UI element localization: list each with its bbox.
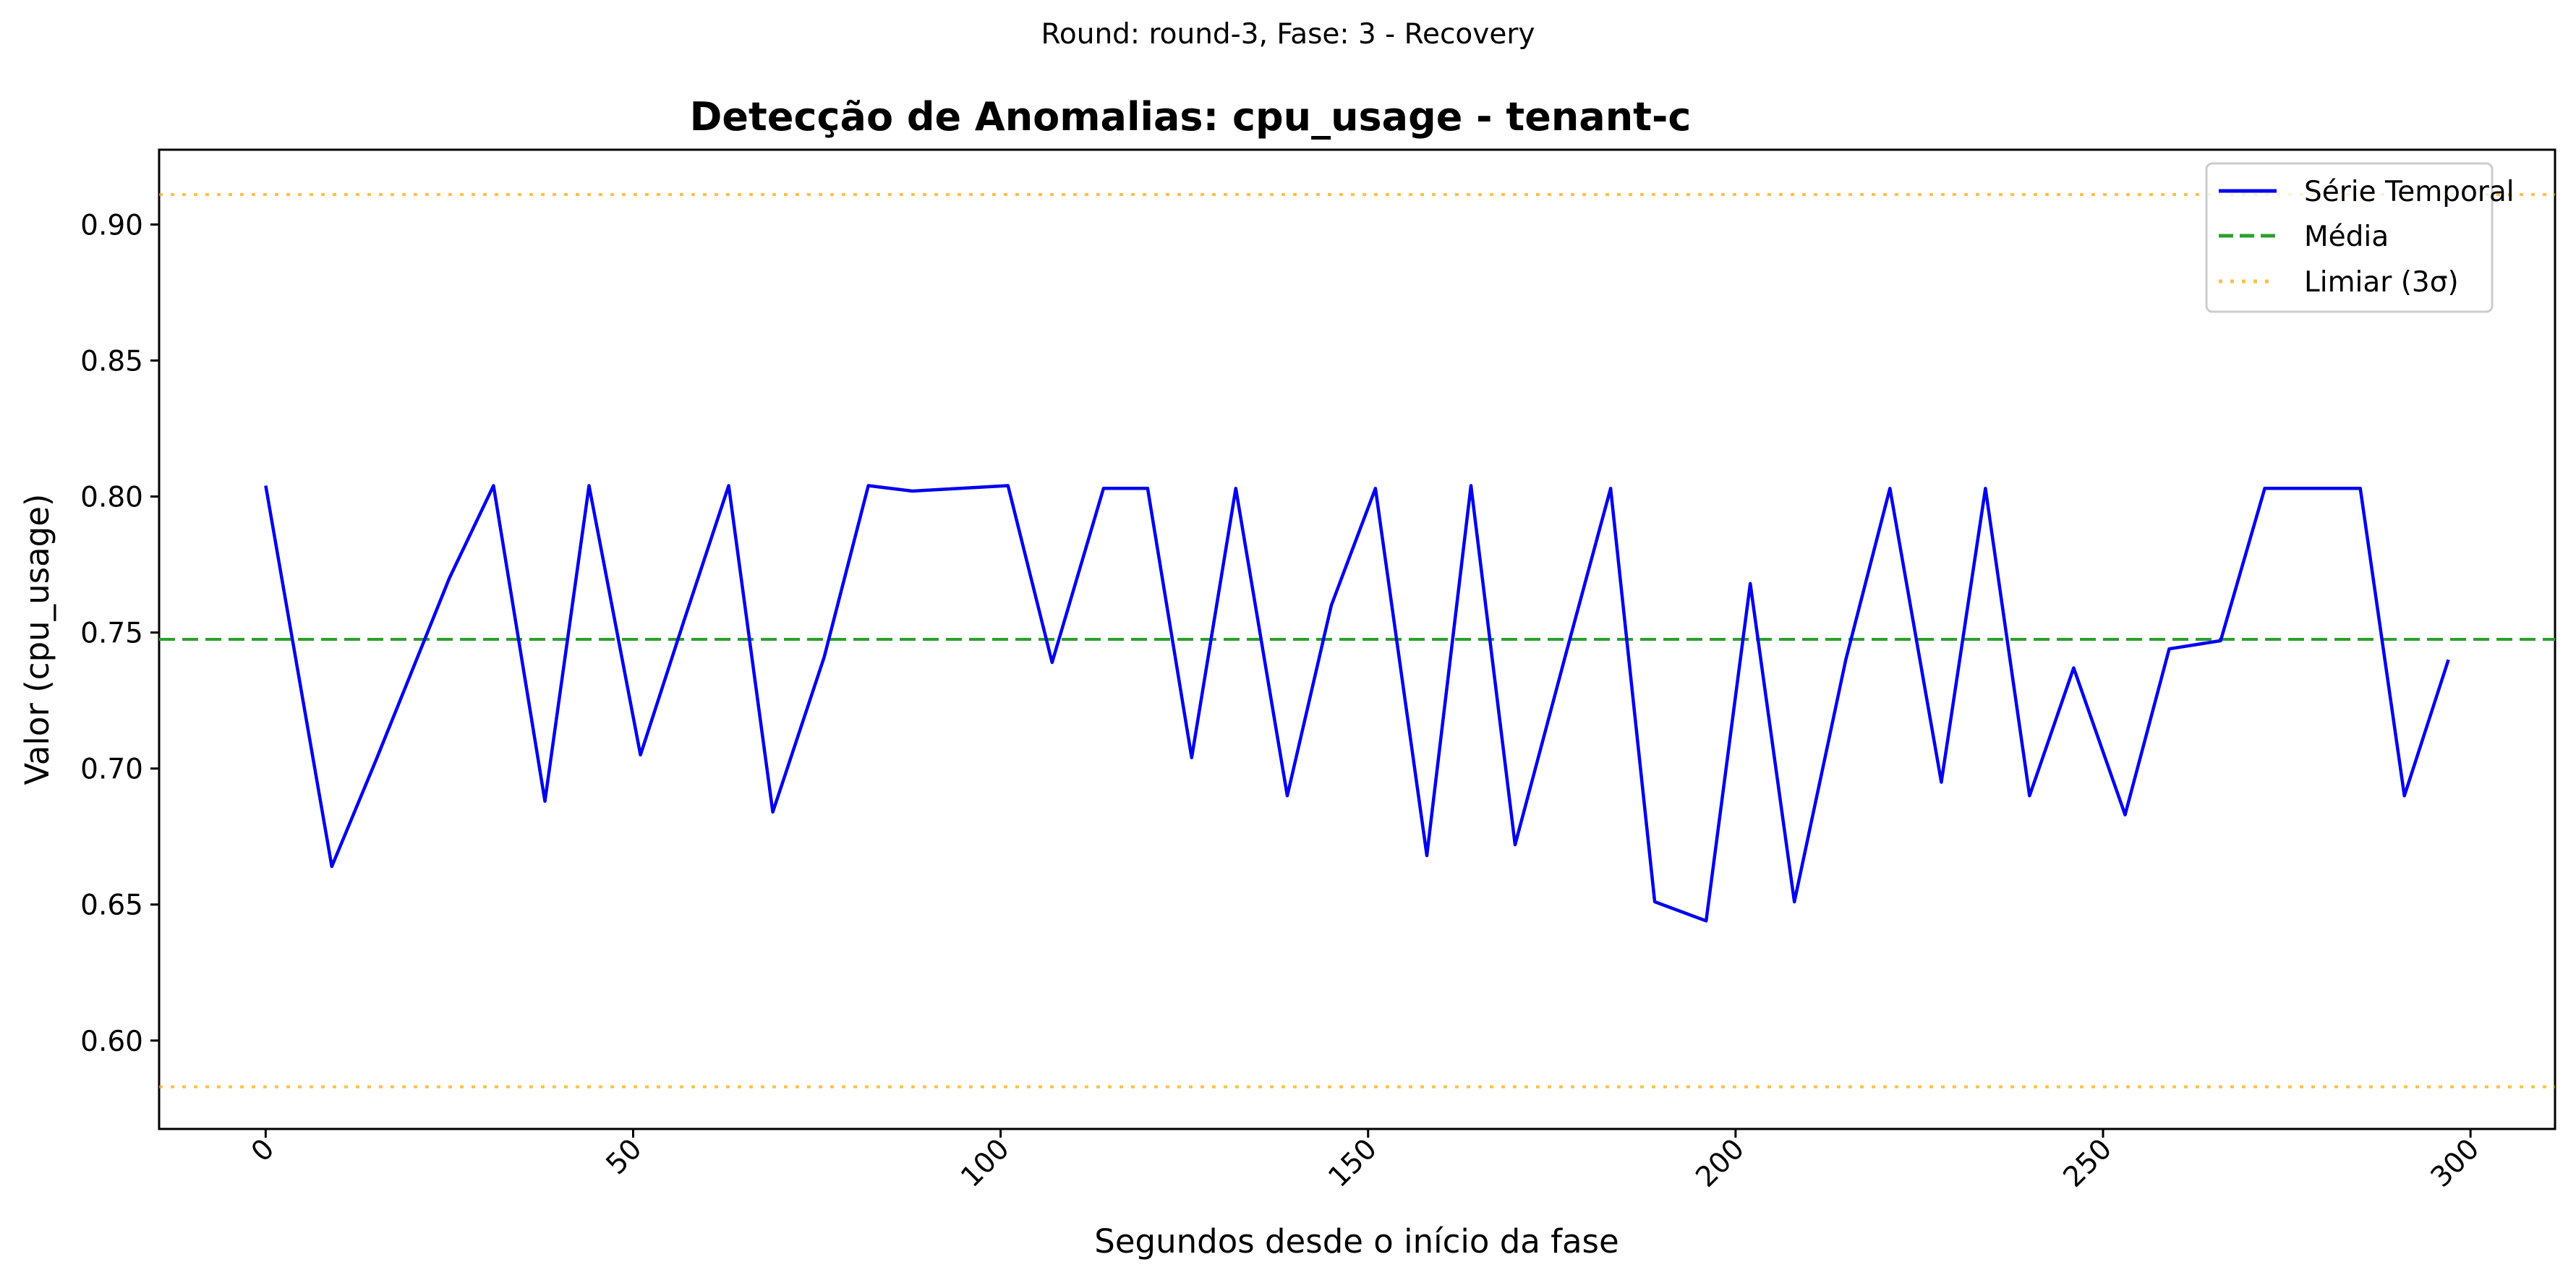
x-axis-label: Segundos desde o início da fase bbox=[1094, 1222, 1618, 1261]
legend: Série Temporal Média Limiar (3σ) bbox=[2205, 162, 2515, 313]
x-tick-label: 150 bbox=[1322, 1133, 1383, 1193]
x-tick-label: 0 bbox=[245, 1133, 281, 1168]
y-axis-ticks: 0.60 0.65 0.70 0.75 0.80 0.85 0.90 bbox=[80, 209, 159, 1058]
x-tick-label: 200 bbox=[1689, 1133, 1750, 1193]
legend-series-label: Série Temporal bbox=[2304, 176, 2515, 208]
x-tick-label: 250 bbox=[2057, 1133, 2118, 1193]
x-tick-label: 100 bbox=[955, 1133, 1015, 1193]
y-tick-label: 0.80 bbox=[80, 482, 143, 514]
series-line bbox=[264, 484, 2450, 923]
x-axis-ticks: 0 50 100 150 200 250 300 bbox=[245, 1129, 2486, 1194]
legend-threshold-label: Limiar (3σ) bbox=[2304, 266, 2459, 299]
plot-area bbox=[158, 148, 2556, 1130]
x-tick-label: 300 bbox=[2425, 1133, 2486, 1193]
y-tick-label: 0.60 bbox=[80, 1026, 143, 1058]
y-tick-label: 0.65 bbox=[80, 890, 143, 922]
x-tick-label: 50 bbox=[600, 1133, 649, 1181]
y-tick-label: 0.85 bbox=[80, 345, 143, 378]
legend-box bbox=[2205, 162, 2494, 313]
y-tick-label: 0.90 bbox=[80, 209, 143, 242]
y-tick-label: 0.70 bbox=[80, 754, 143, 786]
y-tick-label: 0.75 bbox=[80, 618, 143, 650]
chart-title: Detecção de Anomalias: cpu_usage - tenan… bbox=[690, 94, 1692, 140]
figure-suptitle: Round: round-3, Fase: 3 - Recovery bbox=[1041, 18, 1535, 51]
y-axis-label: Valor (cpu_usage) bbox=[18, 494, 56, 785]
legend-mean-label: Média bbox=[2304, 221, 2389, 253]
